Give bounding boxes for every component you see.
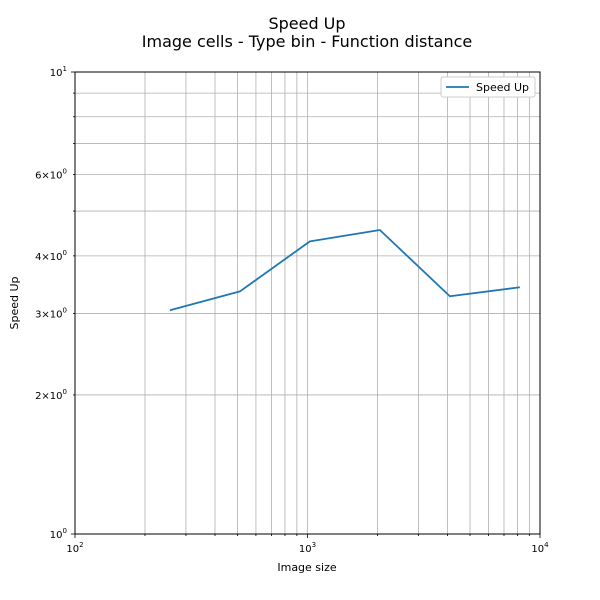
tick-labels: 102 103 104 100 2×100 3×100 4×100 6×100 101 <box>35 65 549 555</box>
y-tick-label: 2×100 <box>35 388 67 402</box>
chart-title: Speed Up <box>268 14 345 33</box>
x-tick-label: 104 <box>531 541 549 555</box>
x-tick-label: 102 <box>66 541 83 555</box>
series <box>169 229 520 312</box>
legend-box <box>440 76 536 98</box>
y-tick-label: 4×100 <box>35 249 67 263</box>
y-tick-label: 3×100 <box>35 307 67 321</box>
grid <box>75 72 540 534</box>
y-tick-label: 100 <box>50 527 67 541</box>
y-axis-label: Speed Up <box>8 276 21 329</box>
x-axis-label: Image size <box>277 561 337 574</box>
chart-subtitle: Image cells - Type bin - Function distan… <box>142 32 472 51</box>
y-tick-label: 101 <box>50 65 67 79</box>
series-line-0 <box>169 229 520 312</box>
legend: Speed Up <box>440 76 536 98</box>
y-tick-label: 6×100 <box>35 167 67 181</box>
ticks <box>71 71 541 538</box>
plot-frame <box>74 71 541 535</box>
x-tick-label: 103 <box>299 541 316 555</box>
legend-label: Speed Up <box>476 81 529 94</box>
